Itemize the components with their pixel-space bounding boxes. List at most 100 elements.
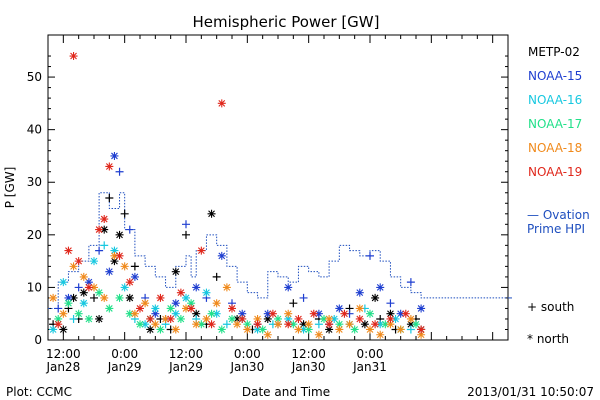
- data-point-star: [161, 314, 170, 323]
- x-tick-label-time: 12:00: [169, 347, 204, 361]
- data-point-star: [192, 309, 201, 318]
- data-point-star: [146, 314, 155, 323]
- data-point-star: [115, 293, 124, 302]
- data-point-star: [335, 304, 344, 313]
- data-point-star: [105, 304, 114, 313]
- data-point-star: [381, 320, 390, 329]
- data-point-star: [69, 262, 78, 271]
- data-point-star: [120, 283, 129, 292]
- data-point-star: [90, 283, 98, 292]
- data-point-star: [64, 299, 73, 308]
- data-point-star: [74, 257, 83, 266]
- x-tick-label-time: 0:00: [357, 347, 384, 361]
- data-point-star: [120, 262, 129, 271]
- data-point-star: [233, 314, 242, 323]
- data-point-star: [141, 320, 150, 329]
- data-point-star: [171, 309, 180, 318]
- data-point-star: [217, 99, 226, 108]
- data-point-plus: [366, 251, 374, 260]
- data-point-star: [105, 162, 114, 171]
- y-tick-label: 30: [27, 175, 42, 189]
- y-axis-label: P [GW]: [3, 167, 17, 209]
- data-point-star: [166, 304, 175, 313]
- data-point-star: [238, 314, 247, 323]
- data-point-star: [84, 283, 93, 292]
- data-point-star: [202, 314, 211, 323]
- data-point-star: [417, 304, 426, 313]
- data-point-star: [217, 325, 226, 334]
- data-point-star: [228, 304, 236, 313]
- data-point-star: [263, 309, 272, 318]
- data-point-star: [412, 320, 420, 329]
- data-point-star: [182, 304, 190, 313]
- data-point-star: [59, 325, 68, 334]
- data-point-plus: [74, 283, 83, 292]
- data-point-star: [136, 320, 144, 329]
- data-point-star: [417, 325, 426, 334]
- data-point-star: [366, 325, 374, 334]
- data-point-star: [340, 309, 349, 318]
- legend-ovation-line1: — Ovation: [527, 208, 590, 222]
- data-point-star: [355, 314, 364, 323]
- data-point-plus: [406, 325, 415, 334]
- y-tick-label: 0: [34, 333, 42, 347]
- data-point-plus: [212, 272, 221, 281]
- data-point-star: [386, 309, 395, 318]
- legend-entry-noaa-15: NOAA-15: [528, 69, 582, 83]
- data-point-star: [228, 314, 236, 323]
- data-point-star: [314, 309, 323, 318]
- data-point-star: [95, 225, 104, 234]
- x-tick-label-date: Jan29: [168, 360, 203, 374]
- data-point-star: [238, 309, 247, 318]
- y-tick-label: 20: [27, 228, 42, 242]
- x-tick-label-time: 0:00: [111, 347, 138, 361]
- data-point-star: [69, 52, 78, 61]
- data-point-star: [197, 246, 206, 255]
- y-tick-label: 50: [27, 70, 42, 84]
- data-point-star: [207, 209, 216, 218]
- data-point-star: [54, 314, 63, 323]
- data-point-star: [84, 278, 93, 287]
- data-point-star: [325, 325, 334, 334]
- data-point-plus: [130, 262, 139, 271]
- data-point-star: [309, 309, 318, 318]
- data-point-star: [84, 314, 93, 323]
- data-point-star: [289, 320, 298, 329]
- data-point-star: [79, 288, 88, 297]
- data-point-star: [294, 325, 303, 334]
- data-point-star: [151, 320, 160, 329]
- data-point-plus: [222, 320, 231, 329]
- legend-entry-noaa-17: NOAA-17: [528, 117, 582, 131]
- data-point-star: [192, 283, 201, 292]
- data-point-star: [299, 320, 308, 329]
- data-point-star: [151, 309, 160, 318]
- data-point-star: [187, 299, 196, 308]
- data-point-star: [90, 257, 98, 266]
- legend-entry-noaa-18: NOAA-18: [528, 141, 582, 155]
- data-point-star: [366, 309, 374, 318]
- y-tick-label: 40: [27, 123, 42, 137]
- data-point-star: [325, 320, 334, 329]
- data-point-plus: [100, 241, 109, 250]
- data-point-star: [243, 325, 252, 334]
- x-tick-label-date: Jan31: [352, 360, 387, 374]
- data-point-star: [125, 278, 134, 287]
- data-point-star: [176, 288, 185, 297]
- data-point-star: [314, 330, 323, 339]
- data-point-plus: [289, 299, 298, 308]
- data-point-star: [166, 314, 175, 323]
- data-point-star: [299, 325, 308, 334]
- data-point-star: [49, 325, 58, 334]
- data-point-star: [171, 267, 180, 276]
- data-point-star: [54, 320, 63, 329]
- data-point-star: [212, 309, 221, 318]
- data-point-star: [79, 299, 88, 308]
- data-point-star: [110, 257, 119, 266]
- data-point-star: [146, 325, 155, 334]
- data-point-star: [360, 320, 369, 329]
- data-point-star: [156, 325, 165, 334]
- legend-entry-noaa-19: NOAA-19: [528, 165, 582, 179]
- data-point-star: [207, 320, 216, 329]
- data-point-star: [110, 251, 119, 260]
- data-point-star: [217, 251, 226, 260]
